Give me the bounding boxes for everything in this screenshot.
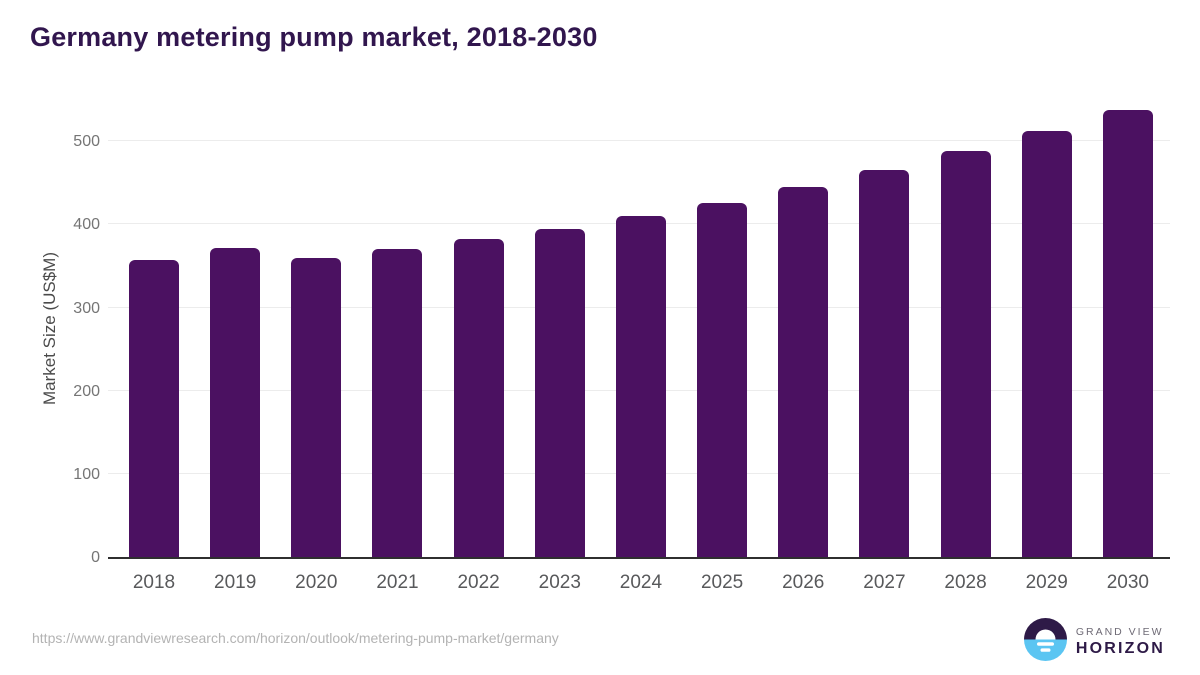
- brand-logo: GRAND VIEW HORIZON: [1022, 616, 1165, 668]
- x-tick-label-2025: 2025: [700, 572, 744, 593]
- x-tick-label-2029: 2029: [1025, 572, 1068, 593]
- x-tick-label-2024: 2024: [619, 572, 663, 593]
- brand-text: GRAND VIEW HORIZON: [1076, 626, 1165, 658]
- x-tick-label-2027: 2027: [863, 572, 906, 593]
- x-tick-label-2022: 2022: [457, 572, 500, 593]
- x-tick-label-2021: 2021: [376, 572, 419, 593]
- y-tick-label-300: 300: [73, 299, 100, 317]
- bar-2020: [291, 257, 342, 557]
- bar-2023: [534, 228, 585, 557]
- y-axis-ticks: 0 100 200 300 400 500: [0, 99, 100, 566]
- y-tick-label-400: 400: [73, 216, 100, 234]
- x-tick-label-2023: 2023: [538, 572, 581, 593]
- bar-2021: [372, 248, 423, 557]
- y-tick-label-200: 200: [73, 382, 100, 400]
- y-tick-label-100: 100: [73, 465, 100, 483]
- x-axis-labels: 2018 2019 2020 2021 2022 2023 2024 2025 2026 2027…: [108, 561, 1170, 594]
- bar-2018: [129, 260, 179, 557]
- bars: [108, 99, 1170, 557]
- bar-2027: [859, 170, 910, 557]
- x-tick-label-2020: 2020: [295, 572, 338, 593]
- y-tick-label-500: 500: [73, 133, 100, 151]
- source-url: https://www.grandviewresearch.com/horizo…: [32, 630, 559, 646]
- horizon-logo-icon: [1022, 616, 1069, 668]
- bar-2030: [1102, 109, 1153, 557]
- plot-area: [108, 99, 1170, 559]
- bar-2028: [940, 151, 991, 557]
- x-tick-label-2026: 2026: [782, 572, 825, 593]
- x-tick-label-2030: 2030: [1106, 572, 1150, 593]
- x-tick-label-2028: 2028: [944, 572, 987, 593]
- x-tick-label-2018: 2018: [132, 572, 176, 593]
- bar-2024: [615, 216, 666, 557]
- bar-2022: [453, 238, 504, 557]
- bar-2025: [697, 202, 748, 557]
- brand-name-horizon: HORIZON: [1075, 640, 1165, 657]
- brand-name-grand-view: GRAND VIEW: [1075, 626, 1164, 638]
- gridline-500: [108, 140, 1170, 142]
- bar-2019: [210, 247, 261, 557]
- page-title: Germany metering pump market, 2018-2030: [30, 22, 598, 52]
- bar-2029: [1021, 131, 1072, 557]
- y-tick-label-0: 0: [91, 549, 100, 566]
- bar-2026: [778, 187, 829, 557]
- x-tick-label-2019: 2019: [214, 572, 257, 593]
